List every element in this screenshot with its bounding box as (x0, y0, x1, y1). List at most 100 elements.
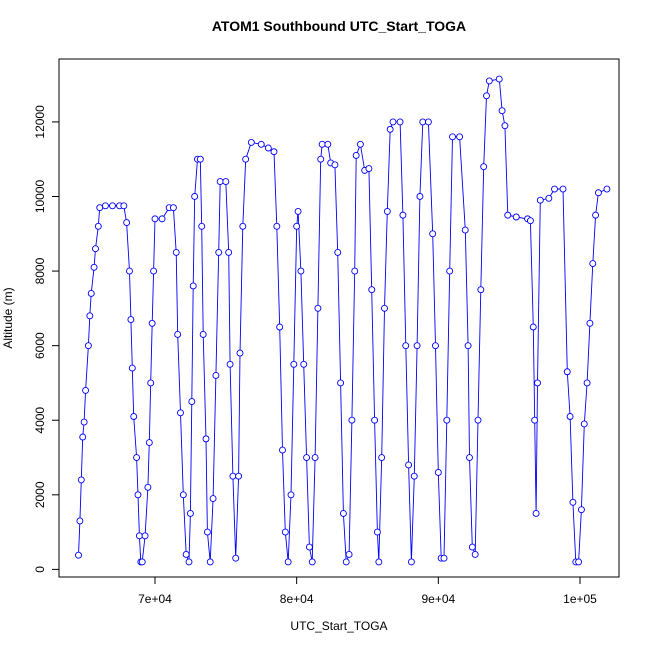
data-point (130, 413, 138, 420)
data-point (477, 286, 485, 294)
data-point (432, 342, 439, 350)
data-point (101, 202, 109, 210)
data-point (109, 202, 116, 210)
data-point (151, 215, 159, 223)
data-point (532, 510, 540, 517)
data-point (123, 219, 131, 227)
data-point (133, 454, 141, 461)
data-point (215, 248, 223, 256)
data-point (559, 185, 567, 193)
data-point (294, 207, 302, 215)
data-point (434, 468, 442, 476)
data-point (407, 558, 415, 566)
data-point (276, 323, 284, 331)
data-point (534, 379, 541, 387)
data-point (257, 140, 265, 148)
data-point (186, 510, 194, 517)
data-point (317, 155, 325, 163)
data-point (145, 439, 153, 447)
data-point (308, 558, 316, 566)
y-tick-label: 4000 (33, 407, 47, 434)
data-point (303, 454, 311, 461)
data-point (174, 331, 182, 338)
data-point (351, 267, 359, 275)
data-point (216, 178, 224, 186)
data-point (84, 342, 92, 350)
data-point (297, 267, 305, 275)
data-point (386, 125, 394, 133)
data-point (239, 222, 247, 230)
data-point (189, 282, 197, 290)
data-point (242, 155, 250, 163)
data-point (86, 312, 94, 320)
data-point (229, 472, 237, 480)
data-point (290, 360, 298, 368)
y-tick-label: 0 (33, 566, 47, 573)
data-point (203, 528, 211, 536)
data-point (378, 454, 386, 461)
data-point (545, 194, 553, 202)
y-tick-label: 12000 (33, 105, 47, 139)
data-point (196, 155, 204, 163)
data-point (381, 304, 388, 312)
data-point (402, 342, 410, 350)
data-point (284, 558, 292, 566)
data-point (577, 506, 585, 514)
data-point (212, 372, 220, 379)
data-point (226, 360, 234, 368)
x-tick-label: 8e+04 (280, 592, 314, 606)
data-point (375, 558, 383, 566)
data-point (410, 472, 418, 480)
data-point (471, 551, 479, 558)
data-point (264, 144, 272, 152)
data-point (483, 92, 490, 100)
y-tick-label: 6000 (33, 332, 47, 359)
data-point (396, 118, 404, 126)
data-point (293, 222, 301, 230)
data-point (169, 204, 177, 212)
data-point (603, 185, 611, 193)
x-tick-label: 9e+04 (421, 592, 455, 606)
data-point (389, 118, 397, 126)
y-axis-label: Altitude (m) (1, 287, 15, 348)
data-point (449, 133, 456, 141)
data-point (405, 461, 413, 469)
data-point (90, 263, 98, 271)
data-point (305, 543, 313, 551)
y-tick-label: 8000 (33, 257, 47, 284)
data-point (235, 472, 243, 480)
data-point (144, 483, 152, 491)
data-point (371, 416, 379, 424)
data-point (536, 196, 544, 204)
data-point (150, 267, 158, 275)
data-point (529, 323, 537, 331)
data-point (592, 211, 600, 219)
data-point (501, 122, 509, 130)
data-point (504, 211, 512, 219)
data-point (416, 193, 424, 200)
data-point (179, 491, 187, 499)
data-point (80, 418, 88, 426)
data-point (368, 286, 376, 294)
data-point (270, 148, 278, 156)
data-point (135, 532, 143, 540)
data-point (466, 454, 473, 461)
data-point (512, 213, 520, 221)
data-point (429, 230, 437, 238)
data-point (551, 185, 558, 193)
y-tick-label: 2000 (33, 481, 47, 508)
data-point (138, 558, 146, 566)
data-point (92, 245, 99, 253)
x-tick-label: 7e+04 (138, 592, 172, 606)
data-point (583, 379, 591, 387)
data-point (419, 118, 427, 126)
data-point (531, 416, 539, 424)
data-point (128, 364, 136, 372)
data-point (148, 319, 156, 327)
data-point (480, 163, 488, 171)
data-point (76, 517, 84, 525)
data-point (206, 558, 214, 566)
data-point (120, 202, 128, 210)
